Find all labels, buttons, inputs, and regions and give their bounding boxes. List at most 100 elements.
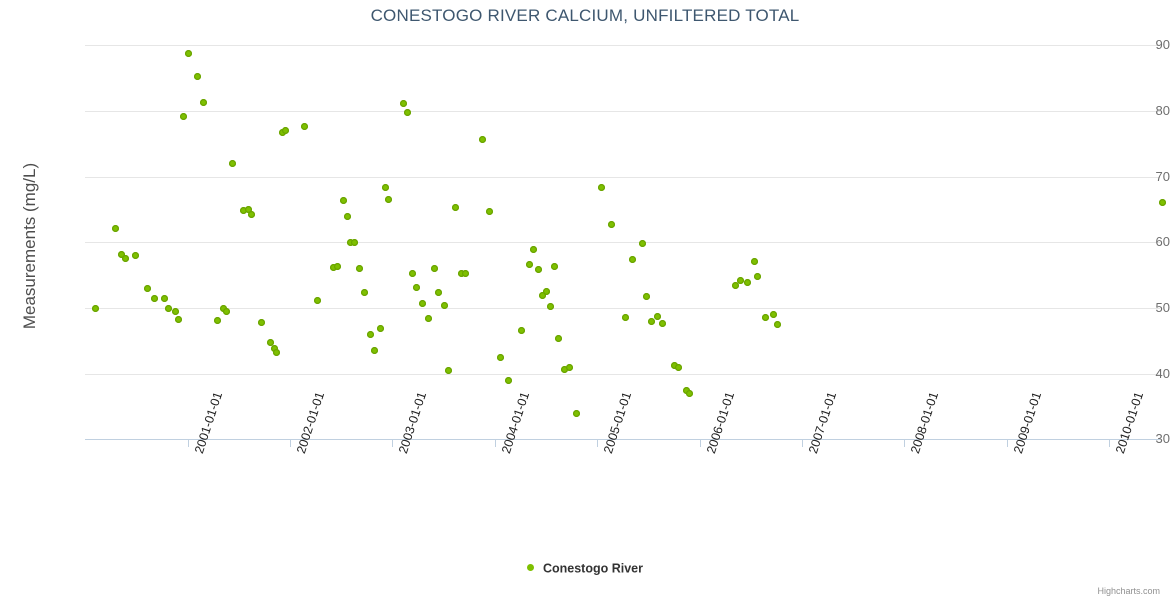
data-point[interactable] (546, 302, 554, 310)
data-point[interactable] (382, 183, 390, 191)
data-point[interactable] (743, 278, 751, 286)
data-point[interactable] (638, 240, 646, 248)
x-tick-mark-2008-01-01 (904, 440, 906, 447)
data-point[interactable] (419, 299, 427, 307)
data-point[interactable] (193, 72, 201, 80)
data-point[interactable] (754, 272, 762, 280)
x-tick-mark-2002-01-01 (290, 440, 291, 447)
data-point[interactable] (496, 353, 504, 361)
data-point[interactable] (355, 265, 363, 273)
data-point[interactable] (435, 288, 443, 296)
data-point[interactable] (214, 316, 222, 324)
data-point[interactable] (685, 389, 693, 397)
data-point[interactable] (267, 338, 275, 346)
data-point[interactable] (1159, 199, 1166, 207)
data-point[interactable] (750, 257, 758, 265)
data-point[interactable] (505, 376, 513, 384)
data-point[interactable] (223, 307, 231, 315)
data-point[interactable] (607, 221, 615, 229)
data-point[interactable] (273, 348, 281, 356)
data-point[interactable] (172, 308, 180, 316)
data-point[interactable] (329, 263, 337, 271)
data-point[interactable] (361, 288, 369, 296)
data-point[interactable] (534, 265, 542, 273)
data-point[interactable] (229, 160, 236, 167)
data-point[interactable] (566, 363, 574, 371)
data-point[interactable] (628, 255, 636, 263)
data-point[interactable] (573, 409, 581, 417)
data-point[interactable] (529, 246, 537, 253)
data-point[interactable] (248, 210, 256, 218)
data-point[interactable] (431, 265, 439, 273)
data-point[interactable] (165, 304, 173, 312)
data-point[interactable] (112, 225, 120, 232)
data-point[interactable] (376, 324, 384, 332)
data-point[interactable] (385, 196, 393, 204)
data-point[interactable] (351, 238, 359, 246)
legend-marker-icon (526, 564, 534, 572)
data-point[interactable] (404, 108, 412, 116)
data-point[interactable] (334, 263, 342, 271)
data-point[interactable] (517, 326, 525, 334)
data-point[interactable] (554, 335, 562, 343)
data-point[interactable] (648, 318, 656, 326)
data-point[interactable] (462, 269, 470, 277)
data-point[interactable] (526, 261, 534, 269)
data-point[interactable] (370, 347, 378, 355)
legend-item-conestogo-river[interactable]: Conestogo River (542, 561, 643, 576)
data-point[interactable] (143, 284, 151, 292)
data-point[interactable] (366, 330, 374, 338)
x-tick-mark-2001-01-01 (187, 440, 189, 447)
data-point[interactable] (409, 269, 417, 277)
data-point[interactable] (458, 270, 466, 278)
data-point[interactable] (244, 206, 252, 213)
data-point[interactable] (737, 276, 745, 284)
data-point[interactable] (486, 207, 494, 215)
y-tick-30: 30 (1155, 431, 1170, 447)
data-point[interactable] (257, 318, 265, 326)
data-point[interactable] (199, 98, 207, 106)
data-point[interactable] (539, 292, 547, 299)
data-point[interactable] (240, 207, 248, 215)
data-point[interactable] (281, 127, 289, 135)
data-point[interactable] (300, 122, 308, 130)
data-point[interactable] (762, 313, 770, 321)
data-point[interactable] (654, 313, 662, 320)
data-point[interactable] (444, 366, 452, 374)
x-tick-mark-2006-01-01 (699, 440, 701, 447)
data-point[interactable] (339, 197, 347, 205)
data-point[interactable] (773, 320, 781, 328)
data-point[interactable] (560, 366, 568, 374)
data-point[interactable] (675, 364, 683, 372)
data-point[interactable] (180, 112, 188, 120)
data-point[interactable] (658, 320, 666, 328)
data-point[interactable] (543, 288, 551, 296)
data-point[interactable] (347, 238, 354, 246)
data-point[interactable] (314, 296, 322, 304)
data-point[interactable] (479, 136, 487, 144)
data-point[interactable] (671, 361, 679, 369)
data-point[interactable] (151, 294, 158, 302)
chart-legend[interactable]: Conestogo River (0, 561, 1170, 576)
data-point[interactable] (621, 313, 629, 321)
data-point[interactable] (131, 251, 139, 259)
data-point[interactable] (550, 263, 558, 271)
data-point[interactable] (452, 204, 460, 211)
data-point[interactable] (185, 50, 193, 58)
gridline-80 (85, 111, 1160, 112)
data-point[interactable] (92, 304, 100, 312)
data-point[interactable] (118, 250, 125, 258)
data-point[interactable] (161, 295, 169, 303)
data-point[interactable] (175, 315, 183, 323)
credits-label[interactable]: Highcharts.com (1097, 586, 1160, 596)
data-point[interactable] (425, 315, 432, 322)
data-point[interactable] (642, 292, 650, 300)
data-point[interactable] (597, 183, 605, 191)
data-point[interactable] (440, 301, 448, 309)
data-point[interactable] (343, 212, 351, 220)
data-point[interactable] (122, 255, 130, 263)
data-point[interactable] (412, 283, 420, 291)
data-point[interactable] (400, 100, 407, 108)
data-point[interactable] (769, 311, 777, 318)
data-point[interactable] (732, 282, 740, 290)
